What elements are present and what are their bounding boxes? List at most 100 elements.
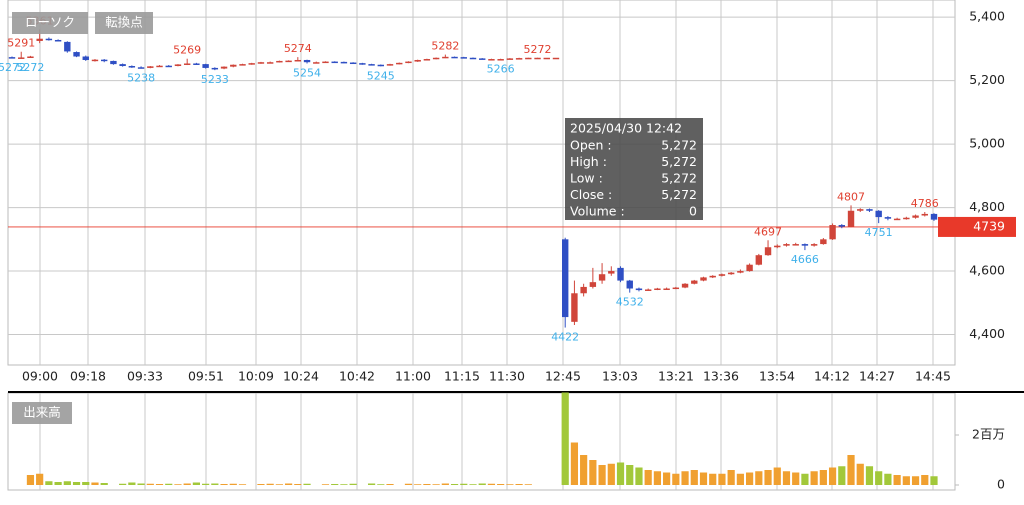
candle-body: [525, 57, 532, 60]
candle-body: [386, 64, 394, 66]
candle-body: [442, 56, 449, 59]
pivot-low-label: 5245: [367, 69, 395, 82]
candle-body: [930, 213, 938, 220]
volume-bar: [128, 482, 136, 485]
volume-bar: [736, 473, 744, 485]
volume-bar: [506, 484, 514, 485]
x-tick-label: 09:18: [70, 369, 106, 384]
candle-body: [488, 59, 495, 61]
pivot-low-label: 5266: [487, 63, 515, 76]
volume-bar: [644, 470, 652, 485]
pivot-low-label: 5272: [0, 61, 26, 74]
candle-body: [737, 271, 744, 273]
candle-body: [313, 62, 320, 64]
pivot-low-label: 5254: [293, 66, 321, 79]
pivot-low-label: 4532: [616, 296, 644, 309]
volume-bar: [423, 484, 431, 485]
candle-body: [691, 280, 698, 284]
candle-body: [257, 62, 265, 64]
candle-body: [147, 66, 154, 68]
candle-body: [432, 57, 440, 60]
x-tick-label: 09:51: [188, 369, 224, 384]
volume-bar: [478, 483, 486, 485]
volume-bar: [146, 483, 154, 485]
y-tick-label: 5,000: [969, 136, 1005, 151]
volume-bar: [404, 483, 413, 485]
candle-body: [847, 210, 855, 227]
volume-bar: [82, 482, 90, 485]
candle-body: [220, 66, 228, 69]
volume-bar: [801, 473, 809, 485]
candle-body: [128, 66, 136, 68]
candle-body: [18, 57, 25, 59]
volume-bar: [893, 475, 901, 485]
candle-body: [921, 213, 928, 216]
candle-body: [792, 244, 799, 246]
volume-bar: [718, 473, 726, 485]
x-tick-label: 13:21: [658, 369, 694, 384]
candle-body: [165, 65, 172, 68]
pivot-high-label: 5269: [173, 44, 201, 57]
volume-bar: [607, 463, 615, 485]
pivot-low-label: 4751: [865, 226, 893, 239]
volume-bar: [137, 483, 145, 485]
volume-bar: [91, 482, 99, 485]
volume-bar: [36, 473, 44, 485]
volume-bar: [764, 470, 772, 485]
candle-body: [709, 275, 716, 278]
candle-body: [552, 57, 560, 60]
candle-body: [276, 60, 283, 63]
volume-bar: [672, 473, 680, 485]
price-panel: [7, 0, 956, 366]
volume-bar: [183, 483, 191, 485]
candle-body: [54, 39, 62, 42]
candle-body: [460, 57, 467, 59]
pivot-high-label: 4807: [837, 190, 865, 203]
candle-body: [810, 244, 818, 246]
volume-tick-label: 0: [997, 477, 1005, 492]
x-tick-label: 14:45: [915, 369, 951, 384]
volume-bar: [773, 467, 781, 485]
pivot-low-label: 5233: [201, 73, 229, 86]
volume-bar: [220, 484, 228, 485]
candle-body: [663, 288, 670, 291]
candle-body: [479, 58, 486, 60]
candle-body: [884, 217, 892, 219]
legend-box: [12, 12, 88, 34]
candle-body: [183, 63, 191, 65]
tooltip-key: Close :: [570, 187, 612, 202]
volume-bar: [902, 476, 910, 485]
volume-bar: [441, 483, 449, 485]
volume-bar: [930, 476, 938, 485]
candle-body: [156, 65, 163, 68]
x-tick-label: 09:33: [127, 369, 163, 384]
candle-body: [45, 38, 53, 41]
current-price-label: 4739: [973, 218, 1005, 233]
volume-bar: [460, 483, 468, 485]
candle-body: [349, 62, 357, 65]
volume-bar: [663, 472, 671, 485]
candle-body: [562, 239, 569, 318]
legend-pivots: 転換点: [105, 15, 143, 30]
x-tick-label: 11:30: [489, 369, 525, 384]
volume-bar: [828, 467, 837, 485]
volume-bar: [63, 481, 71, 485]
x-tick-label: 10:09: [238, 369, 274, 384]
candle-body: [903, 217, 910, 220]
volume-bar: [856, 463, 864, 485]
candle-body: [91, 59, 99, 62]
volume-bar: [45, 481, 53, 485]
tooltip-value: 0: [689, 204, 697, 219]
volume-bar: [386, 484, 394, 485]
volume-bar: [26, 475, 35, 485]
x-tick-label: 11:00: [395, 369, 431, 384]
volume-bar: [266, 483, 274, 485]
candle-body: [193, 63, 200, 65]
candle-body: [405, 61, 412, 64]
tooltip-value: 5,272: [661, 154, 697, 169]
pivot-low-label: 4666: [791, 253, 819, 266]
candle-body: [893, 218, 901, 221]
volume-bar: [792, 472, 800, 485]
volume-bar: [497, 484, 505, 485]
volume-bar: [192, 482, 200, 485]
